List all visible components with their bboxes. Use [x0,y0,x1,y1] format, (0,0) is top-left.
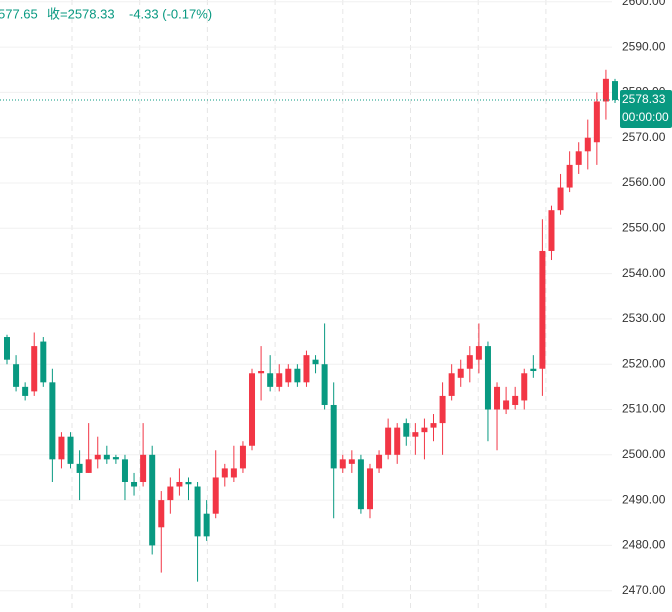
candle-body [484,346,491,410]
candle-body [94,454,101,460]
candle-body [376,454,383,469]
candle-body [366,468,373,510]
candle-body [348,459,355,464]
y-tick-label: 2490.00 [622,492,666,506]
candle-body [230,468,237,478]
candle-body [31,346,38,392]
candle-body [103,454,110,460]
candle-body [4,337,10,360]
candle-body [239,445,246,469]
candle-body [584,137,591,152]
candle-body [85,459,92,473]
candle-body [593,101,600,143]
last-price-label: 2578.33 [622,92,666,106]
candle-body [412,432,419,437]
candle-body [394,427,401,455]
candle-body [494,386,501,410]
candle-body [512,395,519,405]
candle-body [548,210,555,251]
candle-body [357,459,364,510]
y-tick-label: 2560.00 [622,175,666,189]
candle-body [312,359,319,365]
candle-body [557,187,564,211]
y-tick-label: 2500.00 [622,447,666,461]
y-tick-label: 2590.00 [622,39,666,53]
candle-body [439,395,446,424]
candle-body [149,454,156,546]
candle-body [185,481,192,485]
candle-body [22,386,29,396]
candle-body [448,373,455,396]
candle-body [457,368,464,378]
countdown-label: 00:00:00 [622,110,669,124]
candle-body [294,368,301,383]
candle-body [303,355,310,383]
candle-body [76,463,83,473]
candle-body [566,164,573,188]
candle-body [539,250,546,369]
candle-body [430,423,437,428]
candle-body [176,481,183,487]
candle-body [530,368,537,372]
y-tick-label: 2510.00 [622,402,666,416]
y-tick-label: 2530.00 [622,311,666,325]
y-tick-label: 2520.00 [622,356,666,370]
candle-body [602,78,609,102]
candle-body [67,436,74,464]
candle-body [575,151,582,165]
candle-body [40,341,47,383]
candle-body [612,81,618,100]
candle-body [421,427,428,433]
header-text: 577.65 [0,6,38,21]
candle-body [221,468,228,478]
y-tick-label: 2470.00 [622,583,666,597]
header-text: -4.33 (-0.17%) [129,6,212,21]
candle-body [258,371,265,374]
candle-body [112,457,119,460]
candle-body [285,368,292,383]
candle-body [203,513,210,537]
candle-body [403,423,410,437]
candle-body [249,373,256,446]
y-tick-label: 2480.00 [622,538,666,552]
candle-body [194,486,201,537]
candle-body [13,364,20,387]
candle-body [475,346,482,360]
candle-body [330,404,337,469]
candle-body [49,382,56,460]
candle-body [131,481,138,487]
candle-body [385,427,392,455]
header-text: 收=2578.33 [47,6,115,21]
candle-body [466,355,473,369]
candle-body [167,486,174,501]
candle-body [58,436,65,460]
candle-body [321,364,328,405]
candle-body [121,459,128,482]
candle-body [140,454,147,482]
last-price-box [620,89,672,128]
candle-body [339,459,346,469]
candle-body [276,373,283,387]
candle-body [503,400,510,410]
y-tick-label: 2570.00 [622,130,666,144]
y-tick-label: 2540.00 [622,266,666,280]
candle-body [212,477,219,514]
y-tick-label: 2600.00 [622,0,666,8]
candle-body [267,373,274,387]
candle-body [521,373,528,401]
candle-body [158,500,165,528]
y-tick-label: 2550.00 [622,220,666,234]
